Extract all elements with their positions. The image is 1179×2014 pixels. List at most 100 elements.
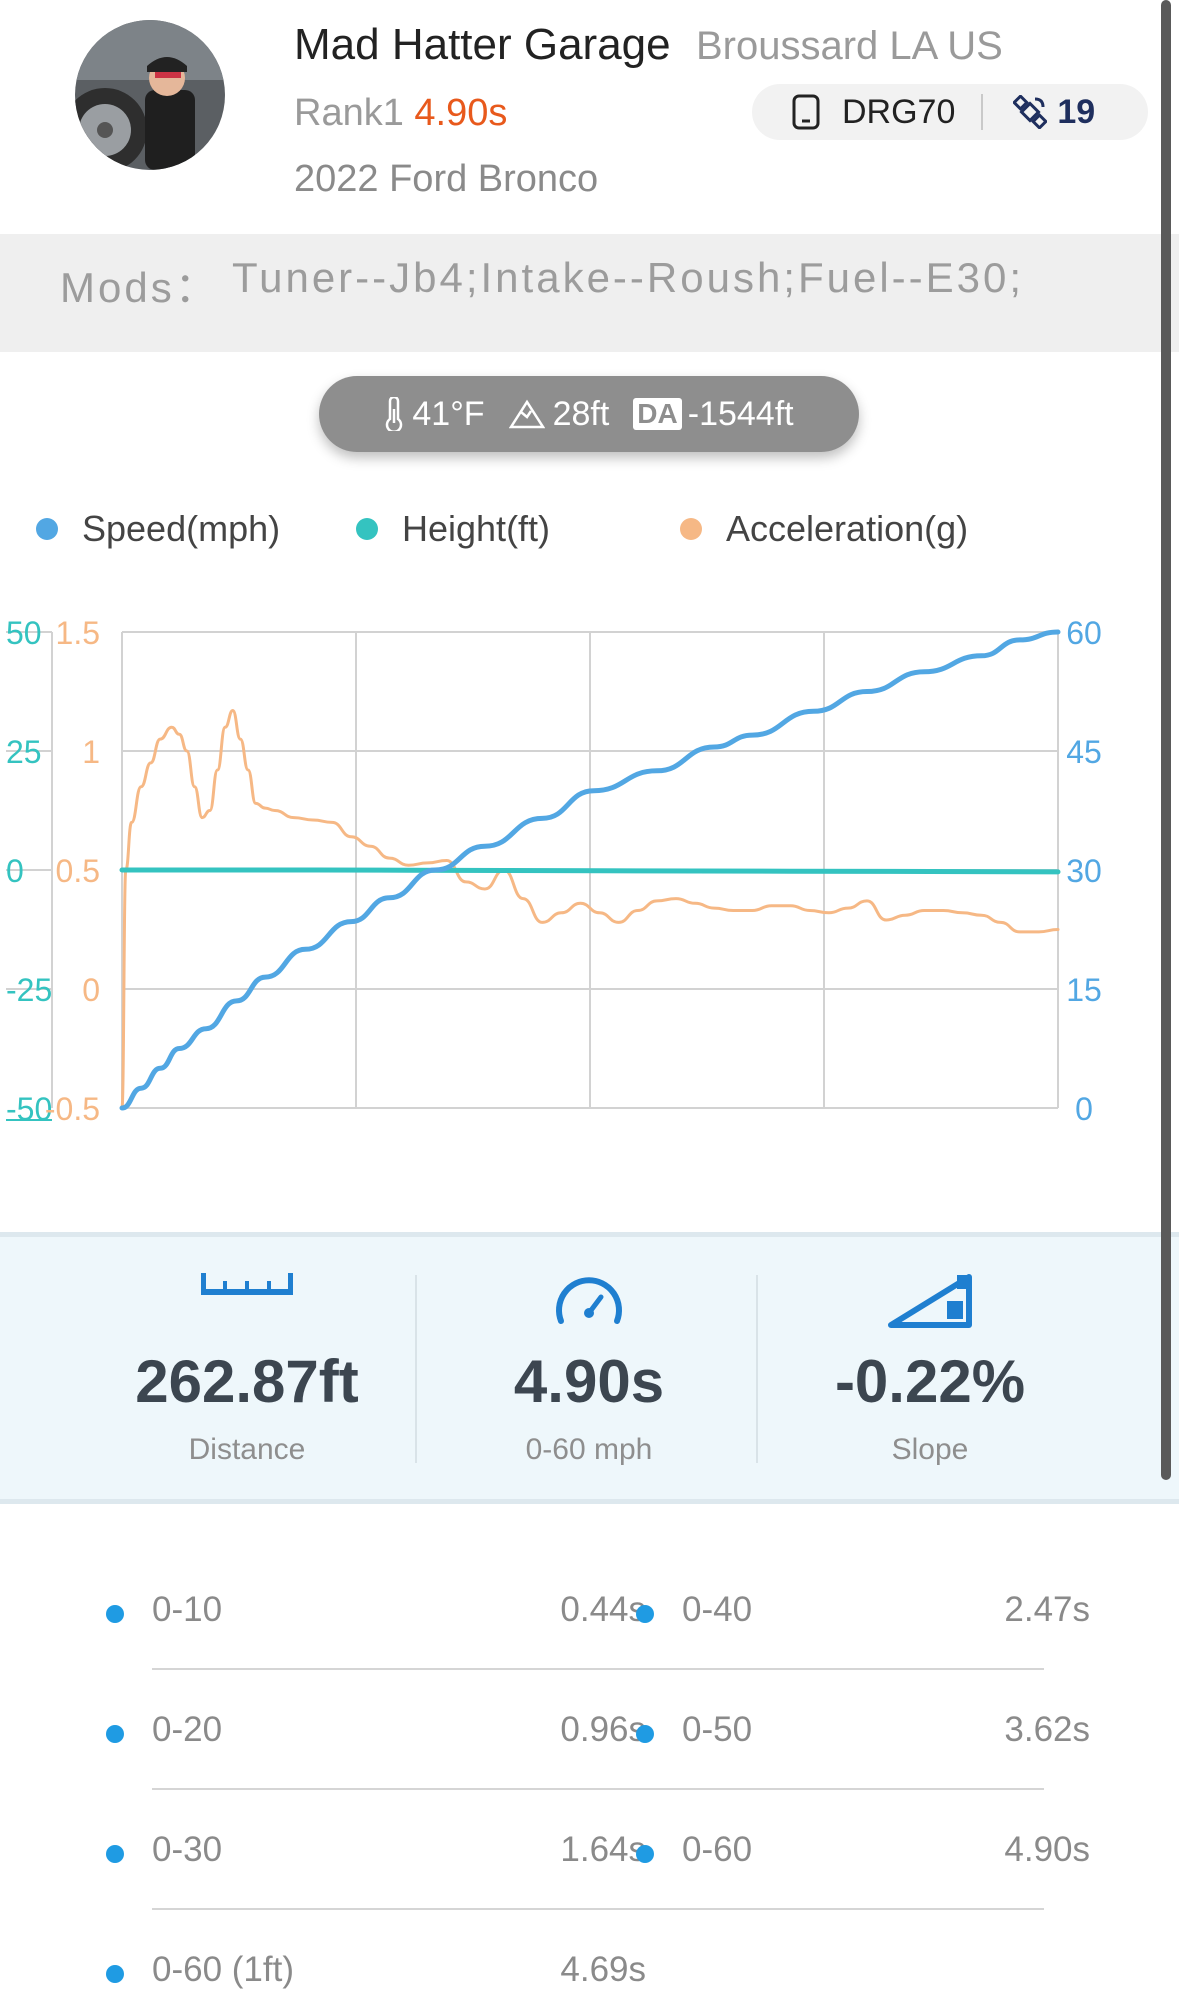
speed-tick-label: 0 — [1075, 1091, 1093, 1127]
stat-label: 0-60 mph — [525, 1433, 653, 1466]
bullet-dot — [636, 1725, 654, 1743]
split-label: 0-20 — [152, 1710, 223, 1749]
speed-series-line — [119, 629, 1061, 1111]
height-tick-label: 0 — [6, 853, 24, 889]
height-tick-label: 25 — [6, 734, 42, 770]
legend-dot — [36, 518, 58, 540]
row-divider — [152, 1668, 1044, 1670]
run-chart[interactable]: 50 25 0 -25 -50 1.5 1 0.5 0 -0.5 60 45 30 15 0 — [0, 590, 1179, 1130]
location-text: Broussard LA US — [696, 24, 1003, 68]
row-divider — [152, 1908, 1044, 1910]
bullet-dot — [636, 1845, 654, 1863]
scrollbar[interactable] — [1161, 0, 1171, 1480]
legend-label: Speed(mph) — [82, 508, 281, 549]
split-time: 1.64s — [560, 1830, 646, 1869]
split-item: 0-60 (1ft) 4.69s — [106, 1950, 646, 2000]
mods-bar: Mods： Tuner--Jb4;Intake--Roush;Fuel--E30… — [0, 234, 1179, 352]
split-label: 0-50 — [682, 1710, 753, 1749]
split-time: 3.62s — [1004, 1710, 1090, 1749]
temperature-group: 41°F — [384, 394, 485, 434]
acceleration-series-line — [120, 709, 1060, 1110]
height-series-line — [119, 867, 1061, 875]
split-label: 0-40 — [682, 1590, 753, 1629]
altitude-value: 28ft — [552, 394, 610, 433]
stat-value: 4.90s — [513, 1348, 665, 1415]
device-icon — [792, 94, 820, 130]
temperature-value: 41°F — [412, 394, 485, 433]
legend-label: Acceleration(g) — [726, 508, 969, 549]
vehicle-text: 2022 Ford Bronco — [294, 158, 599, 200]
bullet-dot — [106, 1725, 124, 1743]
chart-legend: Speed(mph) Height(ft) Acceleration(g) — [0, 508, 1179, 564]
rank-time: 4.90s — [414, 92, 508, 134]
split-time: 4.90s — [1004, 1830, 1090, 1869]
device-pill[interactable]: DRG70 19 — [752, 84, 1148, 140]
split-item: 0-40 2.47s — [636, 1590, 1090, 1640]
stat-divider — [756, 1275, 758, 1463]
da-badge: DA — [633, 398, 682, 430]
stat-value: -0.22% — [834, 1348, 1026, 1415]
split-time: 4.69s — [560, 1950, 646, 1989]
speed-tick-label: 30 — [1066, 853, 1102, 889]
stat-slope: -0.22% Slope — [760, 1237, 1100, 1499]
speed-tick-label: 15 — [1066, 972, 1102, 1008]
density-altitude-value: -1544ft — [687, 394, 794, 433]
split-item: 0-50 3.62s — [636, 1710, 1090, 1760]
height-tick-label: -50 — [6, 1091, 52, 1127]
bullet-dot — [106, 1965, 124, 1983]
height-tick-label: 50 — [6, 615, 42, 651]
device-name: DRG70 — [842, 92, 956, 131]
acceleration-tick-label: 1 — [82, 734, 100, 770]
row-divider — [152, 1788, 1044, 1790]
acceleration-tick-label: 0 — [82, 972, 100, 1008]
split-time: 2.47s — [1004, 1590, 1090, 1629]
legend-dot — [680, 518, 702, 540]
stats-panel: 262.87ft Distance 4.90s 0-60 mph -0.22% … — [0, 1232, 1179, 1504]
acceleration-tick-label: 0.5 — [56, 853, 100, 889]
thermometer-icon — [386, 397, 403, 431]
bullet-dot — [106, 1845, 124, 1863]
split-label: 0-60 — [682, 1830, 753, 1869]
speed-tick-label: 60 — [1066, 615, 1102, 651]
altitude-group: 28ft — [508, 394, 610, 434]
split-item: 0-30 1.64s — [106, 1830, 646, 1880]
split-time: 0.44s — [560, 1590, 646, 1629]
rank-text: Rank1 4.90s — [294, 92, 507, 135]
conditions-pill: 41°F 28ft DA -1544ft — [319, 376, 859, 452]
legend-item-acceleration[interactable]: Acceleration(g) — [680, 508, 968, 550]
split-item: 0-10 0.44s — [106, 1590, 646, 1640]
stat-distance: 262.87ft Distance — [77, 1237, 417, 1499]
rank-label: Rank1 — [294, 92, 404, 134]
slope-icon — [888, 1274, 972, 1328]
height-tick-label: -25 — [6, 972, 52, 1008]
stat-divider — [415, 1275, 417, 1463]
mods-label: Mods： — [60, 264, 220, 311]
mods-value: Tuner--Jb4;Intake--Roush;Fuel--E30; — [232, 254, 1025, 301]
bullet-dot — [636, 1605, 654, 1623]
satellite-icon — [1013, 95, 1048, 129]
density-altitude-group: DA -1544ft — [633, 394, 794, 434]
stat-label: Distance — [188, 1433, 306, 1466]
legend-item-height[interactable]: Height(ft) — [356, 508, 550, 550]
stat-value: 262.87ft — [135, 1348, 359, 1415]
acceleration-tick-label: -0.5 — [45, 1091, 100, 1127]
profile-header: Mad Hatter Garage Broussard LA US Rank1 … — [0, 0, 1179, 234]
acceleration-tick-label: 1.5 — [56, 615, 100, 651]
stat-zero-sixty: 4.90s 0-60 mph — [419, 1237, 759, 1499]
ruler-icon — [201, 1273, 293, 1295]
legend-item-speed[interactable]: Speed(mph) — [36, 508, 280, 550]
avatar[interactable] — [75, 20, 225, 170]
legend-label: Height(ft) — [402, 508, 551, 549]
split-item: 0-60 4.90s — [636, 1830, 1090, 1880]
speedometer-icon — [556, 1277, 622, 1324]
split-label: 0-30 — [152, 1830, 223, 1869]
garage-name: Mad Hatter Garage — [294, 20, 671, 69]
stat-label: Slope — [891, 1433, 969, 1466]
split-label: 0-10 — [152, 1590, 223, 1629]
bullet-dot — [106, 1605, 124, 1623]
speed-tick-label: 45 — [1066, 734, 1102, 770]
mountain-icon — [508, 399, 545, 429]
split-label: 0-60 (1ft) — [152, 1950, 294, 1989]
split-item: 0-20 0.96s — [106, 1710, 646, 1760]
split-time: 0.96s — [560, 1710, 646, 1749]
